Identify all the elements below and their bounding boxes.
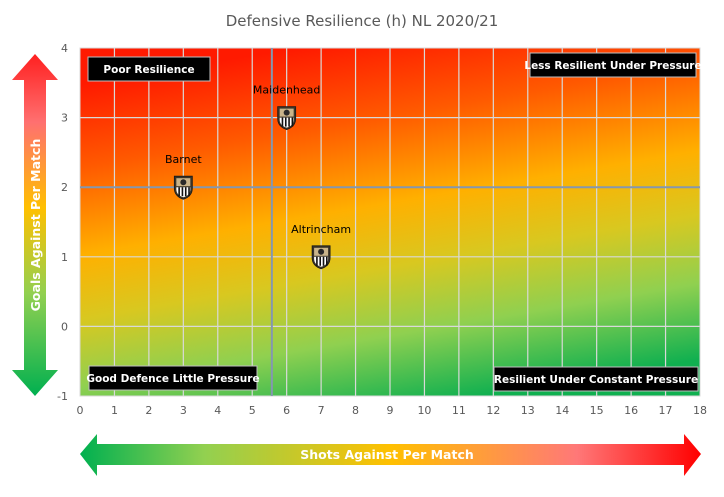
gridlines (80, 48, 700, 396)
y-axis-arrow: Goals Against Per Match (12, 54, 58, 396)
x-axis-ticks: 0 1 2 3 4 5 6 7 8 9 10 11 12 13 14 15 16 17 18 (77, 404, 708, 417)
x-tick-label: 5 (249, 404, 256, 417)
y-tick-label: -1 (57, 390, 68, 403)
x-tick-label: 8 (352, 404, 359, 417)
x-tick-label: 9 (387, 404, 394, 417)
x-tick-label: 10 (417, 404, 431, 417)
data-point: Maidenhead (253, 84, 320, 131)
x-tick-label: 4 (214, 404, 221, 417)
x-tick-label: 3 (180, 404, 187, 417)
x-tick-label: 0 (77, 404, 84, 417)
data-point: Barnet (165, 153, 202, 200)
x-tick-label: 14 (555, 404, 569, 417)
x-tick-label: 18 (693, 404, 707, 417)
x-tick-label: 13 (521, 404, 535, 417)
quadrant-top-left-text: Poor Resilience (103, 64, 194, 76)
y-tick-label: 3 (61, 112, 68, 125)
y-tick-label: 0 (61, 320, 68, 333)
point-label: Maidenhead (253, 84, 320, 97)
y-tick-label: 4 (61, 42, 68, 55)
point-label: Barnet (165, 153, 202, 166)
quadrant-bottom-left-text: Good Defence Little Pressure (86, 373, 259, 385)
quadrant-top-right-text: Less Resilient Under Pressure (524, 60, 701, 72)
x-tick-label: 1 (111, 404, 118, 417)
x-tick-label: 11 (452, 404, 466, 417)
x-tick-label: 16 (624, 404, 638, 417)
point-label: Altrincham (291, 223, 351, 236)
y-tick-label: 2 (61, 181, 68, 194)
quadrant-bottom-right-text: Resilient Under Constant Pressure (494, 374, 698, 386)
x-tick-label: 6 (283, 404, 290, 417)
x-axis-arrow: Shots Against Per Match (80, 434, 701, 476)
y-axis-ticks: -1 0 1 2 3 4 (57, 42, 68, 403)
chart-title: Defensive Resilience (h) NL 2020/21 (226, 12, 499, 30)
club-crest-icon (173, 175, 193, 200)
x-axis-label: Shots Against Per Match (300, 447, 474, 462)
x-tick-label: 12 (486, 404, 500, 417)
club-crest-icon (311, 245, 331, 270)
quadrant-label-top-left: Poor Resilience (87, 56, 211, 82)
y-tick-label: 1 (61, 251, 68, 264)
x-tick-label: 2 (145, 404, 152, 417)
data-point: Altrincham (291, 223, 351, 270)
club-crest-icon (277, 106, 297, 131)
y-axis-label: Goals Against Per Match (28, 139, 43, 312)
quadrant-label-bottom-right: Resilient Under Constant Pressure (493, 366, 699, 392)
quadrant-label-top-right: Less Resilient Under Pressure (524, 52, 702, 78)
x-tick-label: 7 (318, 404, 325, 417)
x-tick-label: 15 (590, 404, 604, 417)
data-points: Barnet Maidenhead Altrincham (165, 84, 351, 270)
x-tick-label: 17 (659, 404, 673, 417)
quadrant-label-bottom-left: Good Defence Little Pressure (86, 365, 260, 391)
